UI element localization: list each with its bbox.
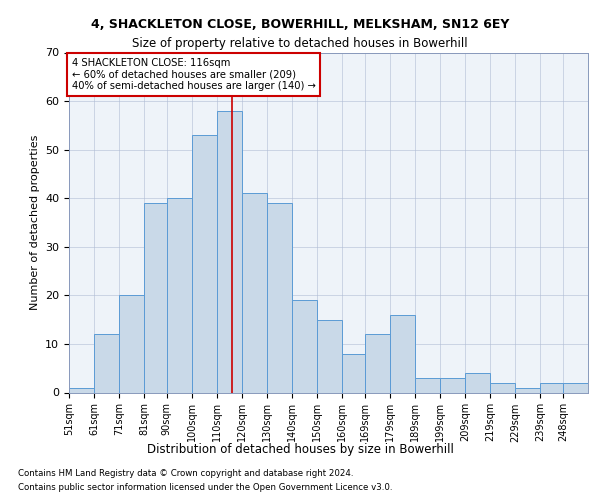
Bar bbox=[192, 135, 217, 392]
Bar bbox=[415, 378, 440, 392]
Bar bbox=[69, 388, 94, 392]
Bar bbox=[490, 383, 515, 392]
Text: Distribution of detached houses by size in Bowerhill: Distribution of detached houses by size … bbox=[146, 442, 454, 456]
Text: Contains HM Land Registry data © Crown copyright and database right 2024.: Contains HM Land Registry data © Crown c… bbox=[18, 469, 353, 478]
Bar bbox=[365, 334, 390, 392]
Bar bbox=[94, 334, 119, 392]
Bar bbox=[317, 320, 342, 392]
Text: Contains public sector information licensed under the Open Government Licence v3: Contains public sector information licen… bbox=[18, 482, 392, 492]
Bar bbox=[541, 383, 563, 392]
Bar bbox=[217, 111, 242, 392]
Y-axis label: Number of detached properties: Number of detached properties bbox=[29, 135, 40, 310]
Text: 4 SHACKLETON CLOSE: 116sqm
← 60% of detached houses are smaller (209)
40% of sem: 4 SHACKLETON CLOSE: 116sqm ← 60% of deta… bbox=[71, 58, 316, 91]
Bar bbox=[144, 203, 167, 392]
Bar bbox=[563, 383, 588, 392]
Bar bbox=[267, 203, 292, 392]
Bar bbox=[242, 194, 267, 392]
Bar bbox=[167, 198, 192, 392]
Bar bbox=[292, 300, 317, 392]
Bar bbox=[390, 315, 415, 392]
Bar bbox=[515, 388, 541, 392]
Bar bbox=[440, 378, 465, 392]
Bar bbox=[342, 354, 365, 393]
Text: 4, SHACKLETON CLOSE, BOWERHILL, MELKSHAM, SN12 6EY: 4, SHACKLETON CLOSE, BOWERHILL, MELKSHAM… bbox=[91, 18, 509, 30]
Bar bbox=[119, 296, 144, 392]
Bar bbox=[465, 373, 490, 392]
Text: Size of property relative to detached houses in Bowerhill: Size of property relative to detached ho… bbox=[132, 38, 468, 51]
